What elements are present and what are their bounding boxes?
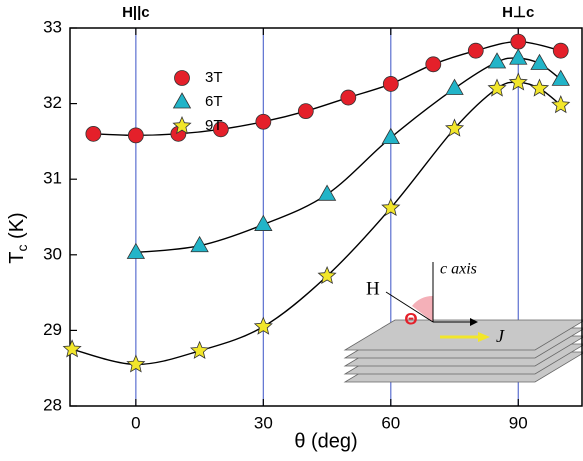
point — [487, 78, 507, 97]
fit-curve — [135, 57, 562, 254]
point — [530, 78, 550, 97]
point — [509, 48, 528, 65]
point — [297, 103, 314, 120]
point — [174, 70, 190, 86]
point — [467, 42, 484, 59]
y-tick-label: 28 — [43, 395, 62, 414]
y-tick-label: 32 — [43, 93, 62, 112]
inset-diagram: H Θ c axis J — [343, 261, 583, 383]
point — [508, 72, 528, 91]
point — [445, 78, 464, 95]
x-tick-label: 60 — [381, 413, 400, 432]
point — [381, 127, 400, 145]
point — [190, 235, 209, 253]
point — [190, 340, 210, 359]
c-axis-label: c axis — [440, 261, 477, 278]
arrow-head — [478, 332, 490, 342]
point — [340, 89, 357, 106]
x-tick-label: 90 — [509, 413, 528, 432]
y-tick-label: 31 — [43, 169, 62, 188]
point — [127, 127, 144, 144]
point — [317, 184, 337, 201]
x-tick-label: 30 — [254, 413, 273, 432]
point — [425, 56, 442, 73]
point — [172, 115, 192, 135]
annotation: H⊥c — [502, 4, 534, 21]
h-label: H — [366, 278, 380, 299]
y-tick-label: 30 — [43, 244, 62, 263]
plot-frame — [69, 27, 583, 407]
field-line — [385, 291, 434, 323]
point — [172, 92, 192, 109]
point — [381, 197, 401, 217]
angle-wedge — [412, 295, 433, 322]
point — [317, 265, 337, 285]
point — [254, 214, 273, 231]
point — [510, 33, 527, 50]
point — [552, 42, 569, 59]
x-axis-label: θ (deg) — [294, 430, 357, 452]
point — [530, 53, 549, 70]
j-label: J — [496, 326, 505, 346]
layer — [343, 319, 583, 351]
point — [551, 69, 570, 86]
point — [255, 113, 272, 130]
legend-label: 3T — [205, 69, 223, 86]
legend-label: 9T — [205, 117, 223, 134]
point — [253, 316, 273, 335]
point — [126, 242, 146, 259]
point — [445, 118, 465, 137]
point — [487, 52, 507, 69]
theta-label: Θ — [404, 309, 417, 328]
annotation: H||c — [122, 4, 150, 21]
y-tick-label: 29 — [43, 320, 62, 339]
fit-curve — [93, 40, 561, 137]
legend-label: 6T — [205, 93, 223, 110]
point — [62, 339, 82, 358]
point — [212, 121, 229, 138]
y-tick-label: 33 — [43, 17, 62, 36]
arrow-head — [470, 318, 478, 326]
x-tick-label: 0 — [131, 413, 140, 432]
point — [126, 354, 146, 373]
point — [382, 76, 399, 92]
point — [551, 95, 571, 114]
y-axis-label: Tc (K) — [6, 212, 29, 263]
point — [85, 125, 102, 142]
